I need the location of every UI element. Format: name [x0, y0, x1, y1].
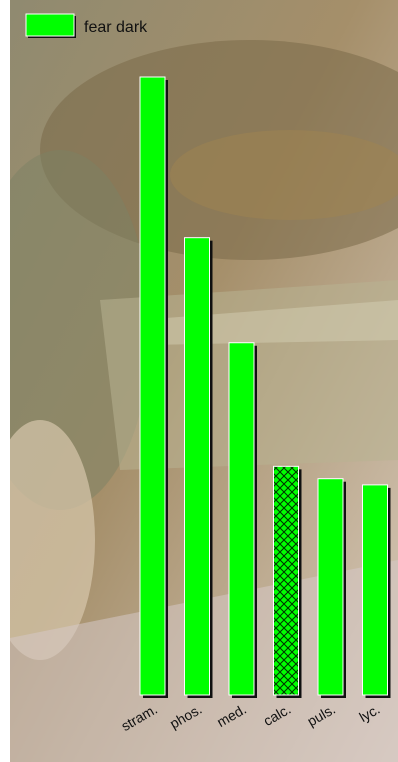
legend: fear dark — [25, 13, 148, 38]
bars-group — [139, 76, 391, 698]
bar-calc — [273, 465, 299, 696]
bar-stram — [139, 76, 166, 696]
bar-puls — [317, 478, 344, 696]
legend-swatch — [25, 13, 75, 37]
bar-phos — [184, 237, 210, 696]
legend-label: fear dark — [84, 19, 148, 36]
bar-med — [228, 342, 255, 696]
bar-lyc — [362, 484, 388, 696]
